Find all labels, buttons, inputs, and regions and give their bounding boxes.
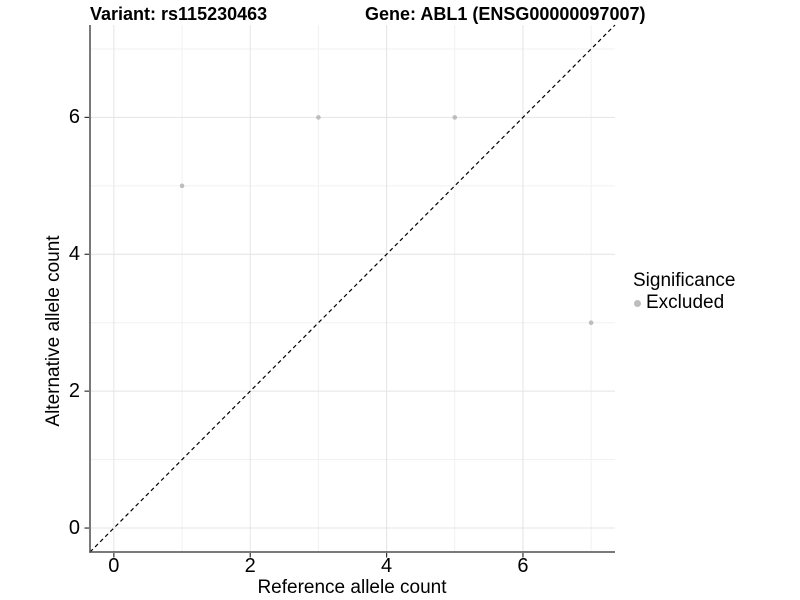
legend-point-icon (634, 299, 641, 307)
plot-title-gene: Gene: ABL1 (ENSG00000097007) (365, 4, 646, 24)
y-tick-label: 4 (68, 242, 80, 265)
x-tick-label: 2 (244, 555, 256, 577)
plot-title-variant: Variant: rs115230463 (90, 4, 268, 24)
data-point (316, 115, 321, 120)
x-axis-title: Reference allele count (257, 577, 447, 598)
y-tick-label: 6 (68, 105, 80, 128)
legend-item-label: Excluded (646, 292, 725, 313)
y-tick-label: 0 (68, 516, 80, 539)
x-tick-label: 0 (108, 555, 120, 577)
legend: Significance Excluded (633, 270, 735, 314)
data-point (588, 320, 594, 326)
x-tick-label: 4 (381, 555, 393, 577)
data-point (179, 183, 185, 189)
x-tick-label: 6 (517, 555, 529, 577)
identity-dashed-line (89, 24, 616, 553)
data-point (452, 115, 458, 120)
y-axis-title: Alternative allele count (43, 235, 64, 427)
y-tick-label: 2 (68, 379, 80, 402)
legend-title: Significance (633, 270, 736, 291)
legend-item-excluded: Excluded (634, 292, 735, 314)
